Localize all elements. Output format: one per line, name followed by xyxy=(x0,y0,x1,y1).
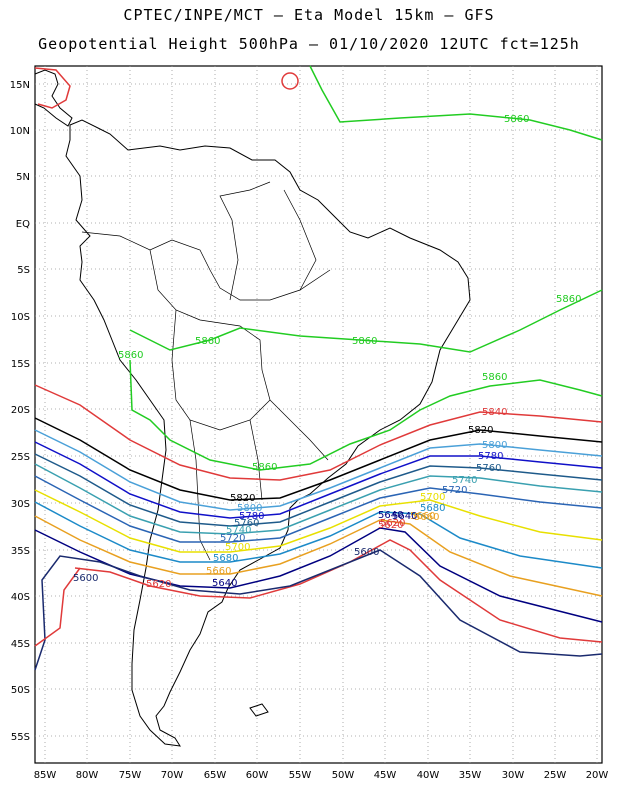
lon-label: 30W xyxy=(502,770,525,781)
lat-label: 50S xyxy=(11,685,30,696)
contour-label: 5800 xyxy=(237,503,262,514)
contour-label: 5700 xyxy=(225,542,250,553)
contour-5760 xyxy=(34,453,603,527)
lon-label: 85W xyxy=(34,770,57,781)
lat-label: 55S xyxy=(11,732,30,743)
contour-label: 5840 xyxy=(482,407,507,418)
contour-label: 5820 xyxy=(230,493,255,504)
contour-5620-west xyxy=(34,567,81,647)
contour-5860-north xyxy=(309,65,603,141)
contour-5700 xyxy=(34,489,603,553)
lat-label: 15N xyxy=(10,80,30,91)
contour-label: 5660 xyxy=(206,566,231,577)
contour-label: 5680 xyxy=(420,503,445,514)
contour-5840 xyxy=(34,384,603,481)
contour-lines xyxy=(34,65,603,671)
contour-label: 5800 xyxy=(482,440,507,451)
contour-label: 5720 xyxy=(220,533,245,544)
contour-5600 xyxy=(34,549,603,671)
contour-label: 5720 xyxy=(442,485,467,496)
lon-label: 35W xyxy=(459,770,482,781)
lon-label: 25W xyxy=(544,770,567,781)
contour-label: 5700 xyxy=(420,492,445,503)
contour-label: 5740 xyxy=(452,475,477,486)
contour-5740 xyxy=(34,463,603,535)
contour-label: 5640 xyxy=(392,511,417,522)
contour-5660 xyxy=(34,515,603,597)
contour-5720 xyxy=(34,475,603,543)
contour-label: 5780 xyxy=(239,511,264,522)
latitude-labels: 15N 10N 5N EQ 5S 10S 15S 20S 25S 30S 35S… xyxy=(10,80,30,743)
contour-label: 5740 xyxy=(226,525,251,536)
lat-label: 15S xyxy=(11,359,30,370)
lon-label: 20W xyxy=(586,770,609,781)
south-america-coastline xyxy=(65,119,471,747)
map-title: CPTEC/INPE/MCT – Eta Model 15km – GFS xyxy=(123,6,495,24)
lat-label: 35S xyxy=(11,546,30,557)
map-subtitle: Geopotential Height 500hPa – 01/10/2020 … xyxy=(38,35,580,53)
contour-label: 5860 xyxy=(556,294,581,305)
lat-label: 30S xyxy=(11,499,30,510)
contour-label: 5620 xyxy=(146,579,171,590)
contour-label: 5780 xyxy=(478,451,503,462)
central-america-coastline xyxy=(34,69,73,127)
contour-label: 5860 xyxy=(482,372,507,383)
contour-5860-central xyxy=(129,289,603,353)
contour-label: 5860 xyxy=(195,336,220,347)
contour-label: 5760 xyxy=(476,463,501,474)
lat-label: 5S xyxy=(17,265,30,276)
contour-5840-closed-low xyxy=(281,72,299,90)
lon-label: 60W xyxy=(246,770,269,781)
contour-label: 5640 xyxy=(212,578,237,589)
lon-label: 45W xyxy=(374,770,397,781)
contour-label: 5820 xyxy=(468,425,493,436)
lat-label: 5N xyxy=(16,172,30,183)
graticule xyxy=(35,66,602,763)
contour-labels: 5860 5860 5860 5860 5860 5860 5860 5840 … xyxy=(73,114,581,590)
contour-5800 xyxy=(34,429,603,511)
contour-label: 5640 xyxy=(378,510,403,521)
lon-label: 55W xyxy=(289,770,312,781)
lat-label: 10S xyxy=(11,312,30,323)
lat-label: 25S xyxy=(11,452,30,463)
lon-label: 40W xyxy=(417,770,440,781)
contour-label: 5660 xyxy=(414,512,439,523)
contour-5820 xyxy=(34,417,603,501)
contour-label: 5620 xyxy=(378,520,403,531)
contour-label: 5600 xyxy=(354,547,379,558)
lon-label: 50W xyxy=(332,770,355,781)
contour-5840-north-loop xyxy=(34,67,71,109)
lon-label: 75W xyxy=(119,770,142,781)
lat-label: 20S xyxy=(11,405,30,416)
lat-label: 45S xyxy=(11,639,30,650)
longitude-labels: 85W 80W 75W 70W 65W 60W 55W 50W 45W 40W … xyxy=(34,770,609,781)
contour-5680 xyxy=(34,501,603,569)
contour-label: 5760 xyxy=(234,518,259,529)
contour-label: 5680 xyxy=(213,553,238,564)
contour-label: 5860 xyxy=(352,336,377,347)
lon-label: 70W xyxy=(161,770,184,781)
contour-label: 5860 xyxy=(252,462,277,473)
lat-label: EQ xyxy=(16,219,30,230)
lat-label: 40S xyxy=(11,592,30,603)
coastlines xyxy=(34,69,471,747)
lat-label: 10N xyxy=(10,126,30,137)
contour-label: 5620 xyxy=(380,518,405,529)
contour-label: 5660 xyxy=(410,511,435,522)
contour-label: 5600 xyxy=(73,573,98,584)
falkland-islands xyxy=(249,703,269,717)
borders xyxy=(81,181,331,561)
contour-5780 xyxy=(34,441,603,519)
lon-label: 65W xyxy=(204,770,227,781)
contour-label: 5860 xyxy=(118,350,143,361)
lon-label: 80W xyxy=(76,770,99,781)
contour-label: 5860 xyxy=(504,114,529,125)
contour-5860-south xyxy=(129,359,603,471)
